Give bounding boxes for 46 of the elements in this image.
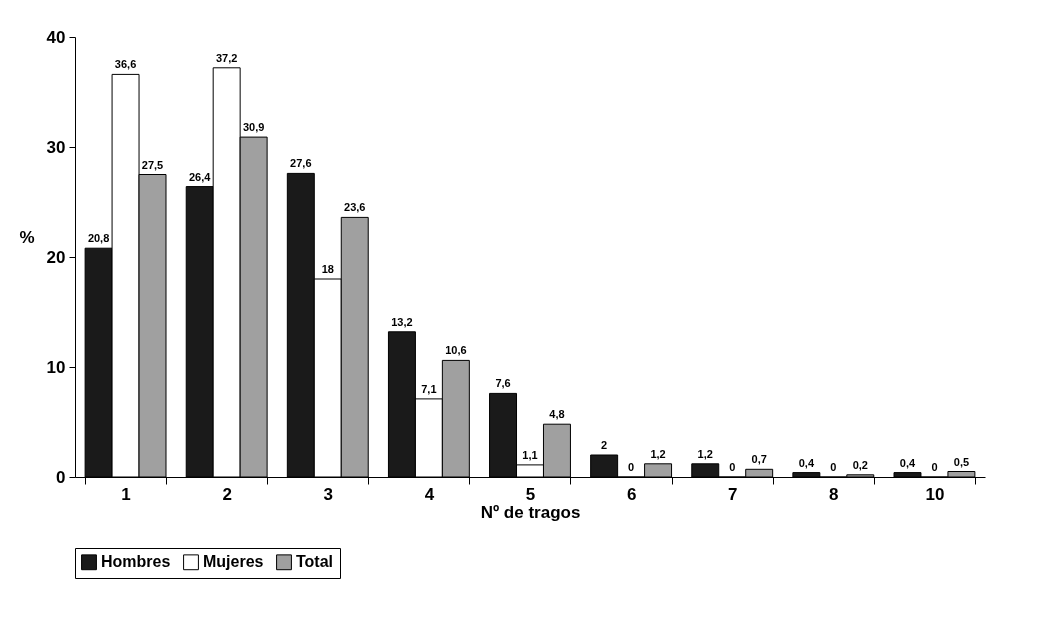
- data-label: 37,2: [215, 51, 238, 64]
- x-tick-label: 7: [727, 484, 738, 504]
- y-tick-label: 20: [46, 247, 66, 267]
- data-label: 0: [931, 461, 938, 473]
- data-label: 7,6: [495, 377, 511, 390]
- y-tick-label: 30: [46, 137, 66, 157]
- data-label: 1,1: [522, 448, 538, 461]
- y-tick-label: 40: [46, 27, 66, 47]
- x-tick-label: 5: [525, 484, 536, 504]
- data-label: 0: [830, 461, 837, 473]
- legend-label: Mujeres: [203, 553, 264, 571]
- data-label: 30,9: [242, 121, 265, 134]
- data-label: 0: [729, 461, 736, 473]
- data-label: 0,5: [953, 455, 970, 468]
- data-label: 1,2: [697, 447, 713, 460]
- x-tick-label: 8: [829, 484, 839, 504]
- data-label: 0,2: [852, 458, 868, 471]
- x-axis-title: Nº de tragos: [480, 502, 581, 522]
- data-label: 0,4: [798, 456, 815, 469]
- x-tick-label: 6: [626, 484, 637, 504]
- data-label: 0: [628, 461, 635, 473]
- data-label: 1,2: [650, 447, 666, 460]
- x-tick-label: 4: [424, 484, 435, 504]
- legend-label: Hombres: [101, 553, 171, 571]
- y-tick-label: 10: [46, 357, 66, 377]
- data-label: 36,6: [114, 58, 137, 71]
- data-label: 4,8: [549, 408, 565, 421]
- data-label: 27,6: [290, 157, 312, 170]
- data-label: 10,6: [445, 344, 467, 357]
- data-label: 20,8: [87, 232, 110, 245]
- data-label: 18: [321, 263, 334, 275]
- data-label: 26,4: [188, 170, 212, 183]
- data-label: 27,5: [141, 158, 164, 171]
- x-tick-label: 3: [323, 484, 334, 504]
- y-tick-label: 0: [56, 467, 66, 487]
- data-label: 0,4: [899, 456, 917, 469]
- data-label: 23,6: [344, 201, 366, 214]
- data-label: 7,1: [421, 382, 437, 395]
- data-label: 0,7: [751, 453, 767, 466]
- x-tick-label: 10: [925, 484, 945, 504]
- x-tick-label: 2: [222, 484, 232, 504]
- y-axis-title: %: [19, 227, 35, 247]
- data-label: 13,2: [391, 315, 413, 328]
- legend-label: Total: [296, 553, 334, 571]
- x-tick-label: 1: [121, 484, 131, 504]
- data-label: 2: [601, 439, 608, 451]
